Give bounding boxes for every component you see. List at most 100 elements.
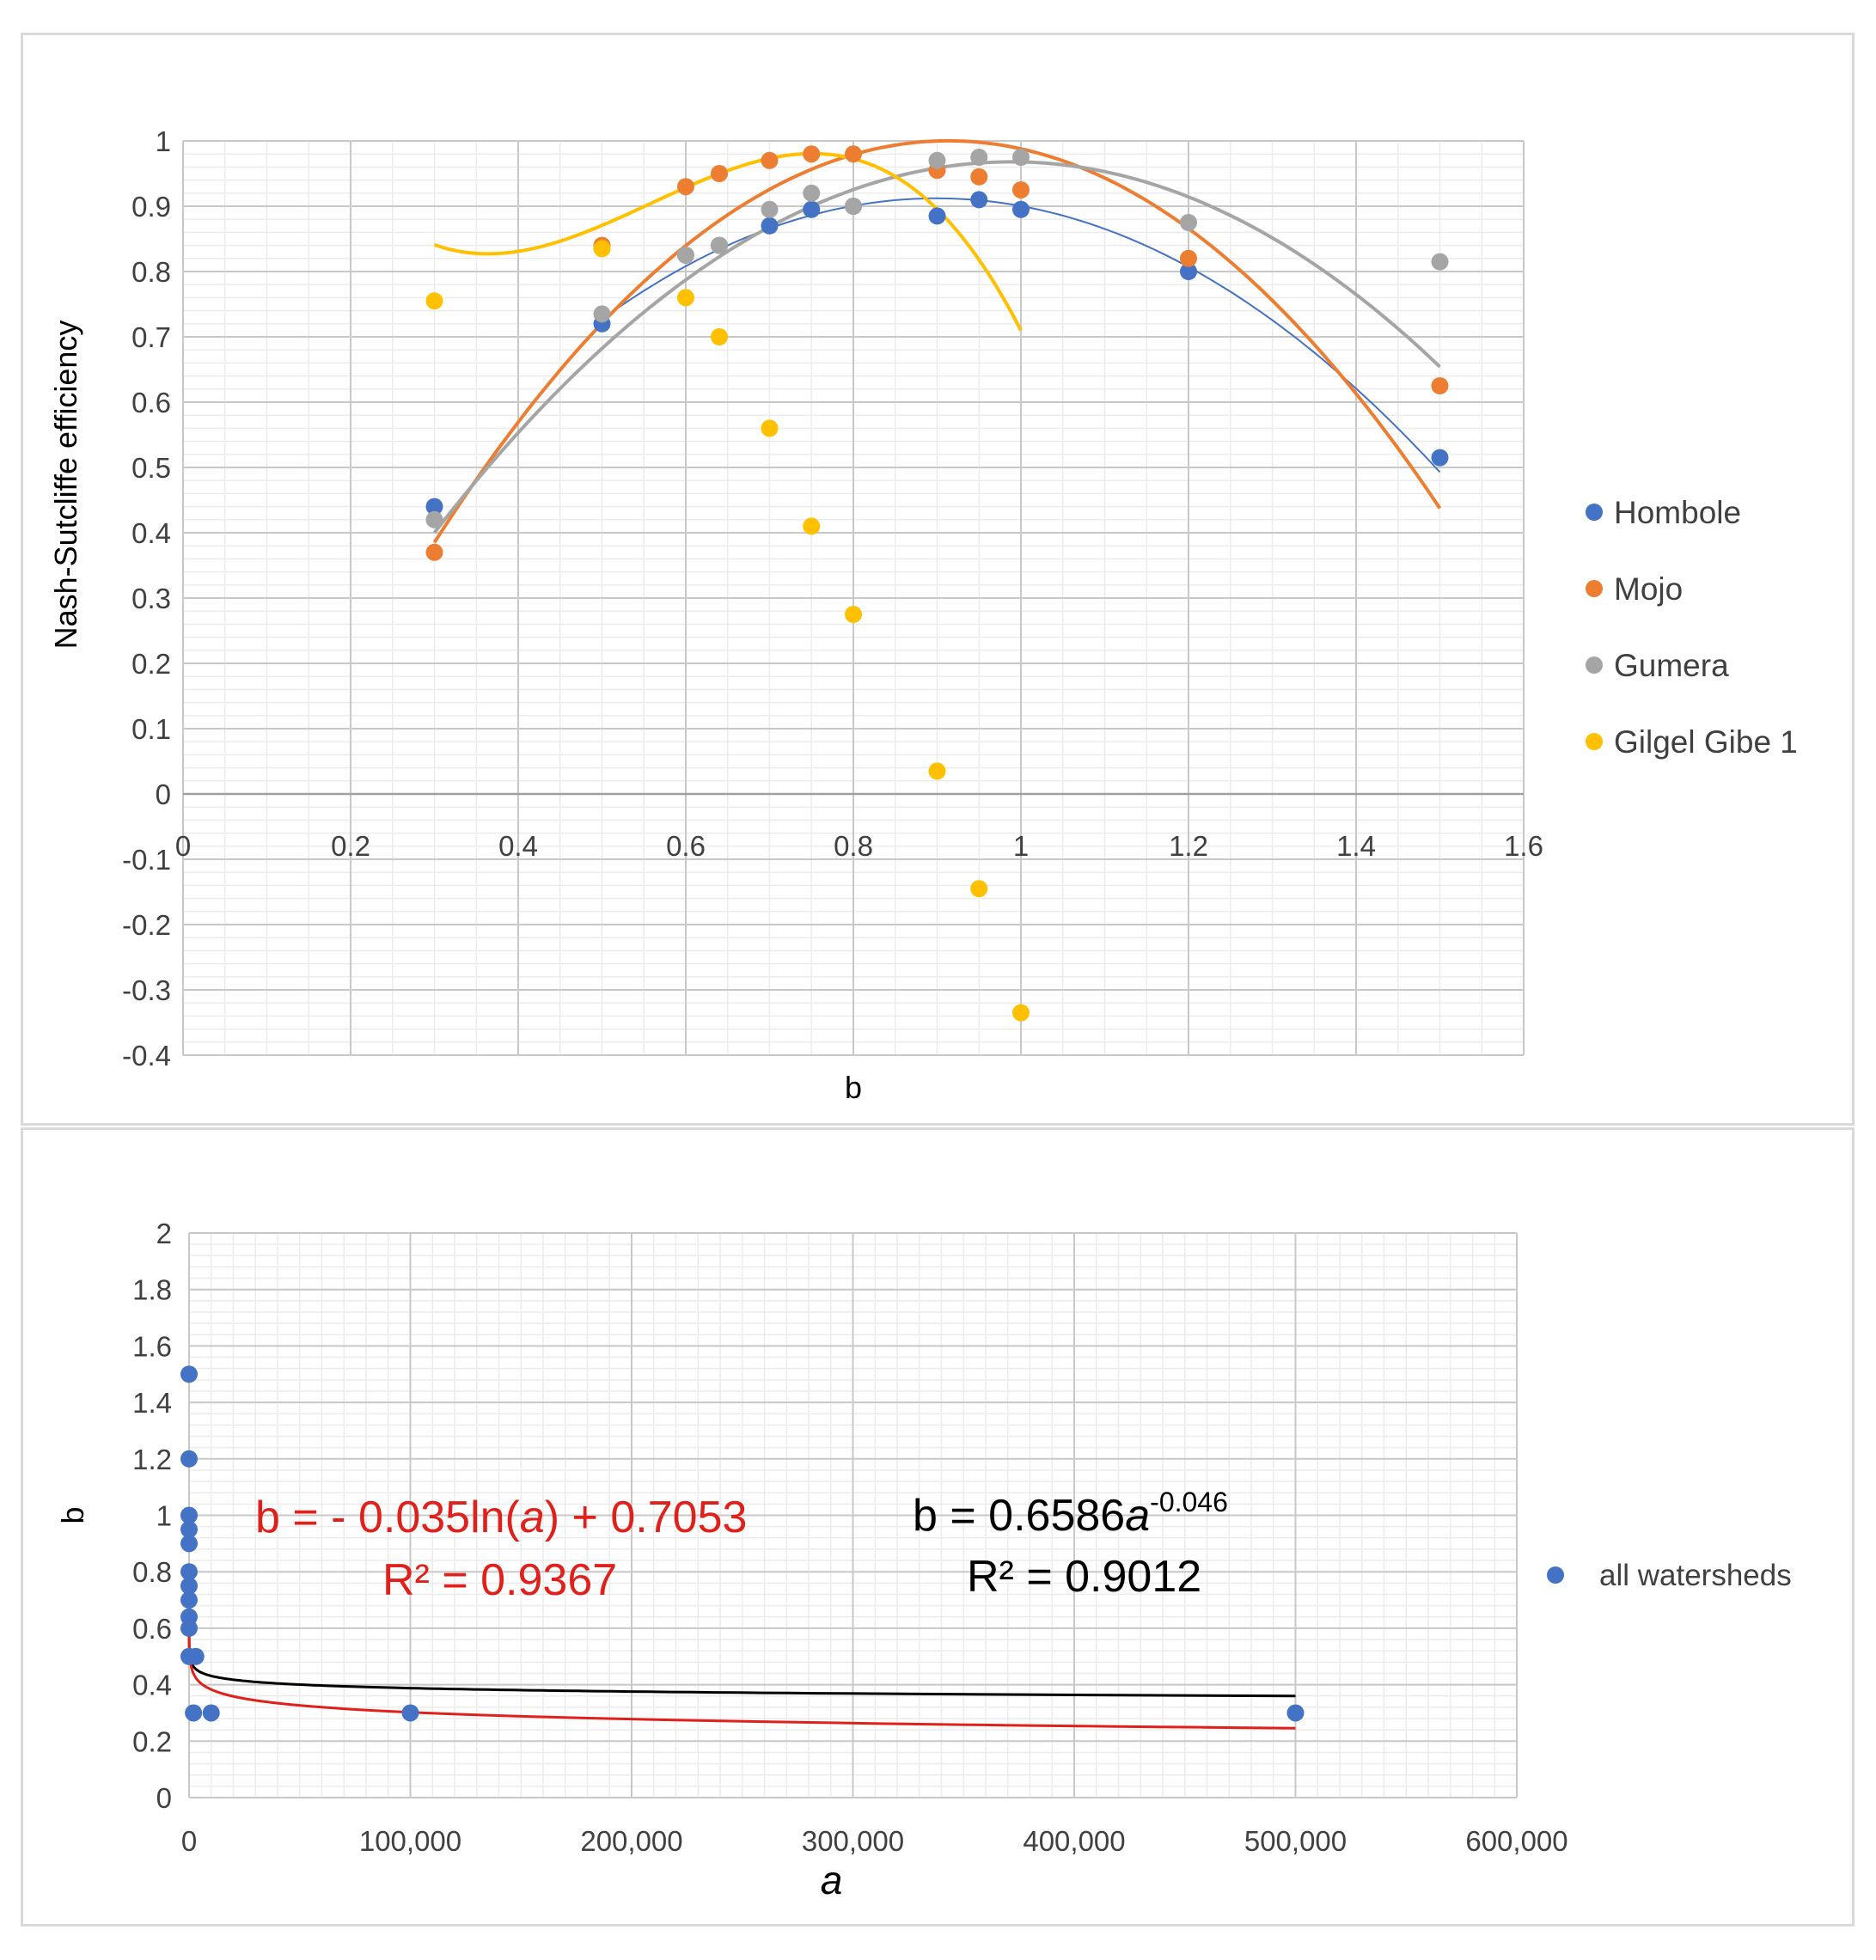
y-tick-label: 0 <box>156 779 171 810</box>
data-point-gilgel-gibe-1 <box>1012 1004 1030 1022</box>
x-axis-title: a <box>821 1858 843 1902</box>
legend-marker <box>1586 580 1603 597</box>
data-point-mojo <box>761 151 779 169</box>
data-point-mojo <box>845 145 862 163</box>
y-tick-label: 0 <box>156 1782 172 1814</box>
data-point-mojo <box>425 543 443 561</box>
data-point-hombole <box>761 217 779 235</box>
x-tick-label: 500,000 <box>1244 1825 1347 1857</box>
data-point-gumera <box>803 184 821 202</box>
data-point-hombole <box>1180 263 1197 280</box>
y-tick-label: 2 <box>156 1218 172 1249</box>
x-tick-label: 1.6 <box>1504 830 1543 862</box>
y-tick-label: 0.4 <box>132 1670 172 1701</box>
bottom-chart-panel: 0 0.2 0.4 0.6 0.8 1 1.2 1.4 1.6 1.8 2 0 100,000 200,0… <box>21 1127 1855 1926</box>
data-point <box>180 1520 198 1538</box>
x-tick-label: 1.4 <box>1336 830 1376 862</box>
y-tick-label: 0.2 <box>132 1725 172 1757</box>
data-point-gumera <box>425 510 443 528</box>
y-tick-label: -0.1 <box>122 844 171 876</box>
data-point-gilgel-gibe-1 <box>845 606 862 623</box>
x-tick-label: 0.2 <box>331 830 370 862</box>
data-point <box>401 1704 419 1722</box>
x-tick-label: 400,000 <box>1023 1825 1125 1857</box>
log-equation: b = - 0.035ln(a) + 0.7053 <box>255 1493 747 1542</box>
data-point-gumera <box>1431 253 1449 271</box>
legend-marker <box>1586 504 1603 521</box>
data-point-gumera <box>677 247 694 264</box>
x-tick-label: 0 <box>181 1825 197 1857</box>
y-axis-title: Nash-Sutcliffe efficiency <box>48 321 83 650</box>
data-point-gilgel-gibe-1 <box>970 880 988 898</box>
y-tick-label: 1 <box>156 125 171 157</box>
data-point-hombole <box>928 207 946 225</box>
data-point <box>180 1450 198 1468</box>
legend-marker <box>1586 656 1603 674</box>
data-point-mojo <box>1431 377 1449 394</box>
data-point-gumera <box>1012 149 1030 166</box>
x-tick-label: 100,000 <box>359 1825 461 1857</box>
data-point-gilgel-gibe-1 <box>677 289 694 307</box>
y-tick-label: -0.2 <box>122 909 171 941</box>
legend-label: all watersheds <box>1599 1559 1792 1592</box>
data-point-hombole <box>425 498 443 516</box>
legend-label: Mojo <box>1614 571 1683 607</box>
data-point <box>1286 1704 1305 1722</box>
x-tick-label: 1 <box>1013 830 1029 862</box>
y-tick-label: 0.5 <box>131 452 171 484</box>
y-tick-label: 0.9 <box>131 191 171 223</box>
y-tick-label: 0.6 <box>132 1613 172 1645</box>
data-point <box>180 1365 198 1383</box>
data-point <box>202 1704 220 1722</box>
data-point <box>180 1535 198 1553</box>
b-vs-a-chart: 0 0.2 0.4 0.6 0.8 1 1.2 1.4 1.6 1.8 2 0 100,000 200,0… <box>55 1218 1792 1902</box>
data-point-mojo <box>1180 249 1197 267</box>
data-point-gumera <box>593 305 611 323</box>
x-tick-label: 0.4 <box>498 830 538 862</box>
y-tick-label: 1.2 <box>132 1444 172 1475</box>
data-point-hombole <box>803 200 821 218</box>
data-point <box>186 1647 205 1665</box>
legend-label: Gilgel Gibe 1 <box>1614 724 1798 760</box>
data-point-gumera <box>928 151 946 169</box>
x-tick-label: 200,000 <box>580 1825 682 1857</box>
data-point-mojo <box>1012 181 1030 198</box>
y-tick-label: 0.6 <box>131 387 171 418</box>
log-r-squared: R² = 0.9367 <box>382 1555 617 1605</box>
data-point-gumera <box>1180 214 1197 231</box>
data-point-gilgel-gibe-1 <box>803 517 821 535</box>
data-point-gumera <box>761 200 779 218</box>
y-axis-title: b <box>55 1506 90 1523</box>
x-tick-label: 0.8 <box>834 830 873 862</box>
data-point <box>180 1506 198 1524</box>
y-tick-label: 1.6 <box>132 1330 172 1362</box>
x-tick-label: 600,000 <box>1465 1825 1567 1857</box>
data-point <box>180 1563 198 1581</box>
x-tick-label: 300,000 <box>802 1825 904 1857</box>
x-tick-label: 0 <box>175 830 191 862</box>
y-tick-label: 0.4 <box>131 517 171 549</box>
data-point-gumera <box>845 198 862 215</box>
data-point-gilgel-gibe-1 <box>593 240 611 258</box>
power-equation: b = 0.6586a-0.046 <box>913 1487 1228 1541</box>
data-point-mojo <box>677 178 694 196</box>
legend-marker <box>1586 733 1603 750</box>
data-point-gilgel-gibe-1 <box>928 762 946 780</box>
data-point-hombole <box>1012 200 1030 218</box>
trendline-gilgel-gibe-1 <box>433 151 1023 332</box>
data-point-mojo <box>803 145 821 163</box>
y-tick-label: 0.2 <box>131 648 171 680</box>
y-tick-label: 0.3 <box>131 583 171 614</box>
x-tick-label: 0.6 <box>666 830 706 862</box>
power-r-squared: R² = 0.9012 <box>967 1552 1201 1602</box>
legend-label: Gumera <box>1614 648 1729 683</box>
y-tick-label: 1 <box>156 1500 172 1532</box>
nse-vs-b-chart: -0.4-0.3-0.2-0.100.10.20.30.40.50.60.70.… <box>48 125 1798 1105</box>
y-tick-label: 0.8 <box>131 256 171 288</box>
x-tick-label: 1.2 <box>1169 830 1208 862</box>
data-point-gilgel-gibe-1 <box>711 328 728 345</box>
data-point <box>180 1577 198 1595</box>
data-point-hombole <box>1431 449 1449 467</box>
data-point-gilgel-gibe-1 <box>425 292 443 310</box>
data-point-hombole <box>970 191 988 209</box>
